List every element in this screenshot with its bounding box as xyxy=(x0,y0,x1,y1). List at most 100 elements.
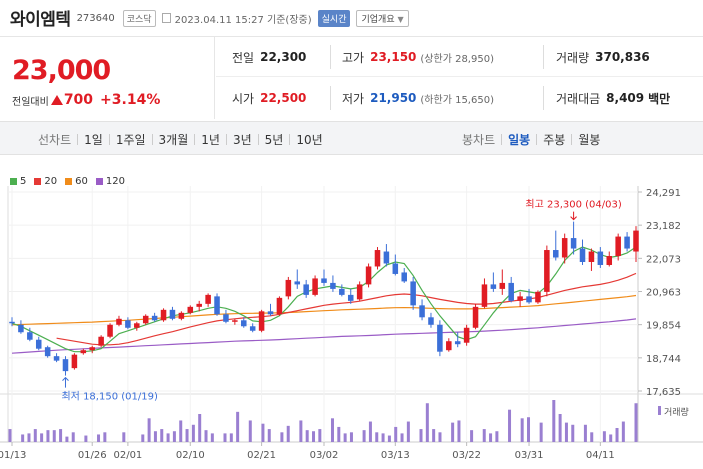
legend-swatch xyxy=(65,178,73,185)
candle-body xyxy=(365,266,372,285)
volume-bar xyxy=(267,429,271,442)
volume-bar xyxy=(185,429,189,442)
x-tick-label: 03/31 xyxy=(515,450,544,461)
x-tick-label: 03/02 xyxy=(310,450,339,461)
candle-body xyxy=(606,256,613,265)
candle-body xyxy=(312,278,318,295)
realtime-button[interactable]: 실시간 xyxy=(317,9,351,27)
volume-bar xyxy=(438,432,442,442)
candle-body xyxy=(151,315,158,321)
stock-code: 273640 xyxy=(76,13,115,24)
volume-bar xyxy=(406,421,410,442)
stat-high-value: 23,150 xyxy=(370,50,417,64)
ma60-line xyxy=(11,294,637,326)
period-10y[interactable]: 10년 xyxy=(296,132,323,147)
stat-high: 고가 23,150 (상한가 28,950) xyxy=(342,37,494,77)
clock-icon xyxy=(161,13,171,23)
period-1d[interactable]: 1일 xyxy=(84,132,103,147)
stat-low-limit: (하한가 15,650) xyxy=(420,94,494,106)
divider xyxy=(330,45,331,69)
x-tick-label: 01/13 xyxy=(0,450,26,461)
candle-body xyxy=(356,284,363,300)
volume-bar xyxy=(84,435,88,442)
volume-bar xyxy=(470,430,474,442)
volume-bar xyxy=(571,424,575,442)
candle-body xyxy=(490,284,497,289)
stock-name: 와이엠텍 xyxy=(10,9,71,30)
period-5y[interactable]: 5년 xyxy=(264,132,284,147)
candle-body xyxy=(205,294,211,304)
candle-body xyxy=(303,284,309,295)
volume-bar xyxy=(153,431,157,442)
candle-body xyxy=(624,236,630,249)
candle-body xyxy=(169,309,176,319)
candle-body xyxy=(89,347,95,351)
candle-body xyxy=(383,251,390,264)
volume-bar xyxy=(8,429,12,442)
volume-bar xyxy=(59,429,63,442)
candle-body xyxy=(517,296,523,301)
candle-weekly[interactable]: 주봉 xyxy=(543,132,566,147)
company-info-dropdown[interactable]: 기업개요 ▼ xyxy=(356,9,409,27)
legend-swatch xyxy=(34,178,42,185)
candlestick-chart[interactable]: 24,291 23,182 22,073 20,963 19,854 18,744 17,6… xyxy=(0,176,703,469)
ma120-line xyxy=(11,318,637,354)
volume-bar xyxy=(609,434,613,442)
divider xyxy=(571,133,573,145)
volume-bar xyxy=(539,422,543,442)
volume-bar xyxy=(419,429,423,442)
change-percent: +3.14% xyxy=(100,92,161,108)
candle-body xyxy=(276,297,283,315)
candle-monthly[interactable]: 월봉 xyxy=(578,132,601,147)
volume-bar xyxy=(375,432,379,442)
stat-open-label: 시가 xyxy=(232,91,255,106)
candle-body xyxy=(125,320,131,328)
volume-bar xyxy=(52,430,56,442)
candle-body xyxy=(9,321,15,324)
period-3m[interactable]: 3개월 xyxy=(158,132,189,147)
candle-body xyxy=(27,332,33,340)
change-amount: 700 xyxy=(63,92,94,108)
divider xyxy=(194,133,196,145)
candle-daily[interactable]: 일봉 xyxy=(508,132,531,147)
stat-high-label: 고가 xyxy=(342,50,365,65)
volume-bar xyxy=(508,409,512,442)
stats-row-2: 시가 22,500 저가 21,950 (하한가 15,650) 거래대금 8,409 백… xyxy=(216,78,703,118)
candle-body xyxy=(561,238,568,258)
candle-body xyxy=(35,339,42,349)
divider xyxy=(108,133,110,145)
divider xyxy=(543,86,544,110)
volume-bar xyxy=(299,420,303,442)
chevron-down-icon: ▼ xyxy=(397,14,404,24)
volume-bar xyxy=(330,418,334,442)
market-badge: 코스닥 xyxy=(122,9,156,27)
stats-grid: 전일 22,300 고가 23,150 (상한가 28,950) 거래량 370,836… xyxy=(216,37,703,119)
candle-body xyxy=(116,318,122,325)
legend-item-ma60: 60 xyxy=(65,176,88,187)
period-1y[interactable]: 1년 xyxy=(201,132,220,147)
candle-body xyxy=(633,230,639,252)
period-3y[interactable]: 3년 xyxy=(232,132,252,147)
high-arrow-icon xyxy=(570,211,577,221)
candle-body xyxy=(80,350,87,354)
volume-legend-swatch xyxy=(658,406,661,415)
y-tick-label: 17,635 xyxy=(646,387,681,398)
candle-body xyxy=(294,281,301,285)
stat-volume: 거래량 370,836 xyxy=(556,37,650,77)
price-panel: 23,000 전일대비 700 +3.14% 전일 22,300 고가 23,150… xyxy=(0,36,703,119)
candle-body xyxy=(535,291,541,303)
y-tick-label: 24,291 xyxy=(646,188,681,199)
volume-bar xyxy=(166,433,170,442)
period-1w[interactable]: 1주일 xyxy=(115,132,146,147)
stat-prev-value: 22,300 xyxy=(260,50,307,64)
volume-bar xyxy=(634,403,638,442)
legend-item-ma20: 20 xyxy=(34,176,57,187)
candle-body xyxy=(347,294,354,301)
volume-bar xyxy=(621,421,625,442)
volume-bar xyxy=(312,431,316,442)
candle-body xyxy=(410,281,416,306)
candle-body xyxy=(553,250,559,258)
stat-amount-value: 8,409 xyxy=(606,91,645,105)
candle-body xyxy=(196,303,202,307)
stat-amount-unit: 백만 xyxy=(648,91,671,106)
